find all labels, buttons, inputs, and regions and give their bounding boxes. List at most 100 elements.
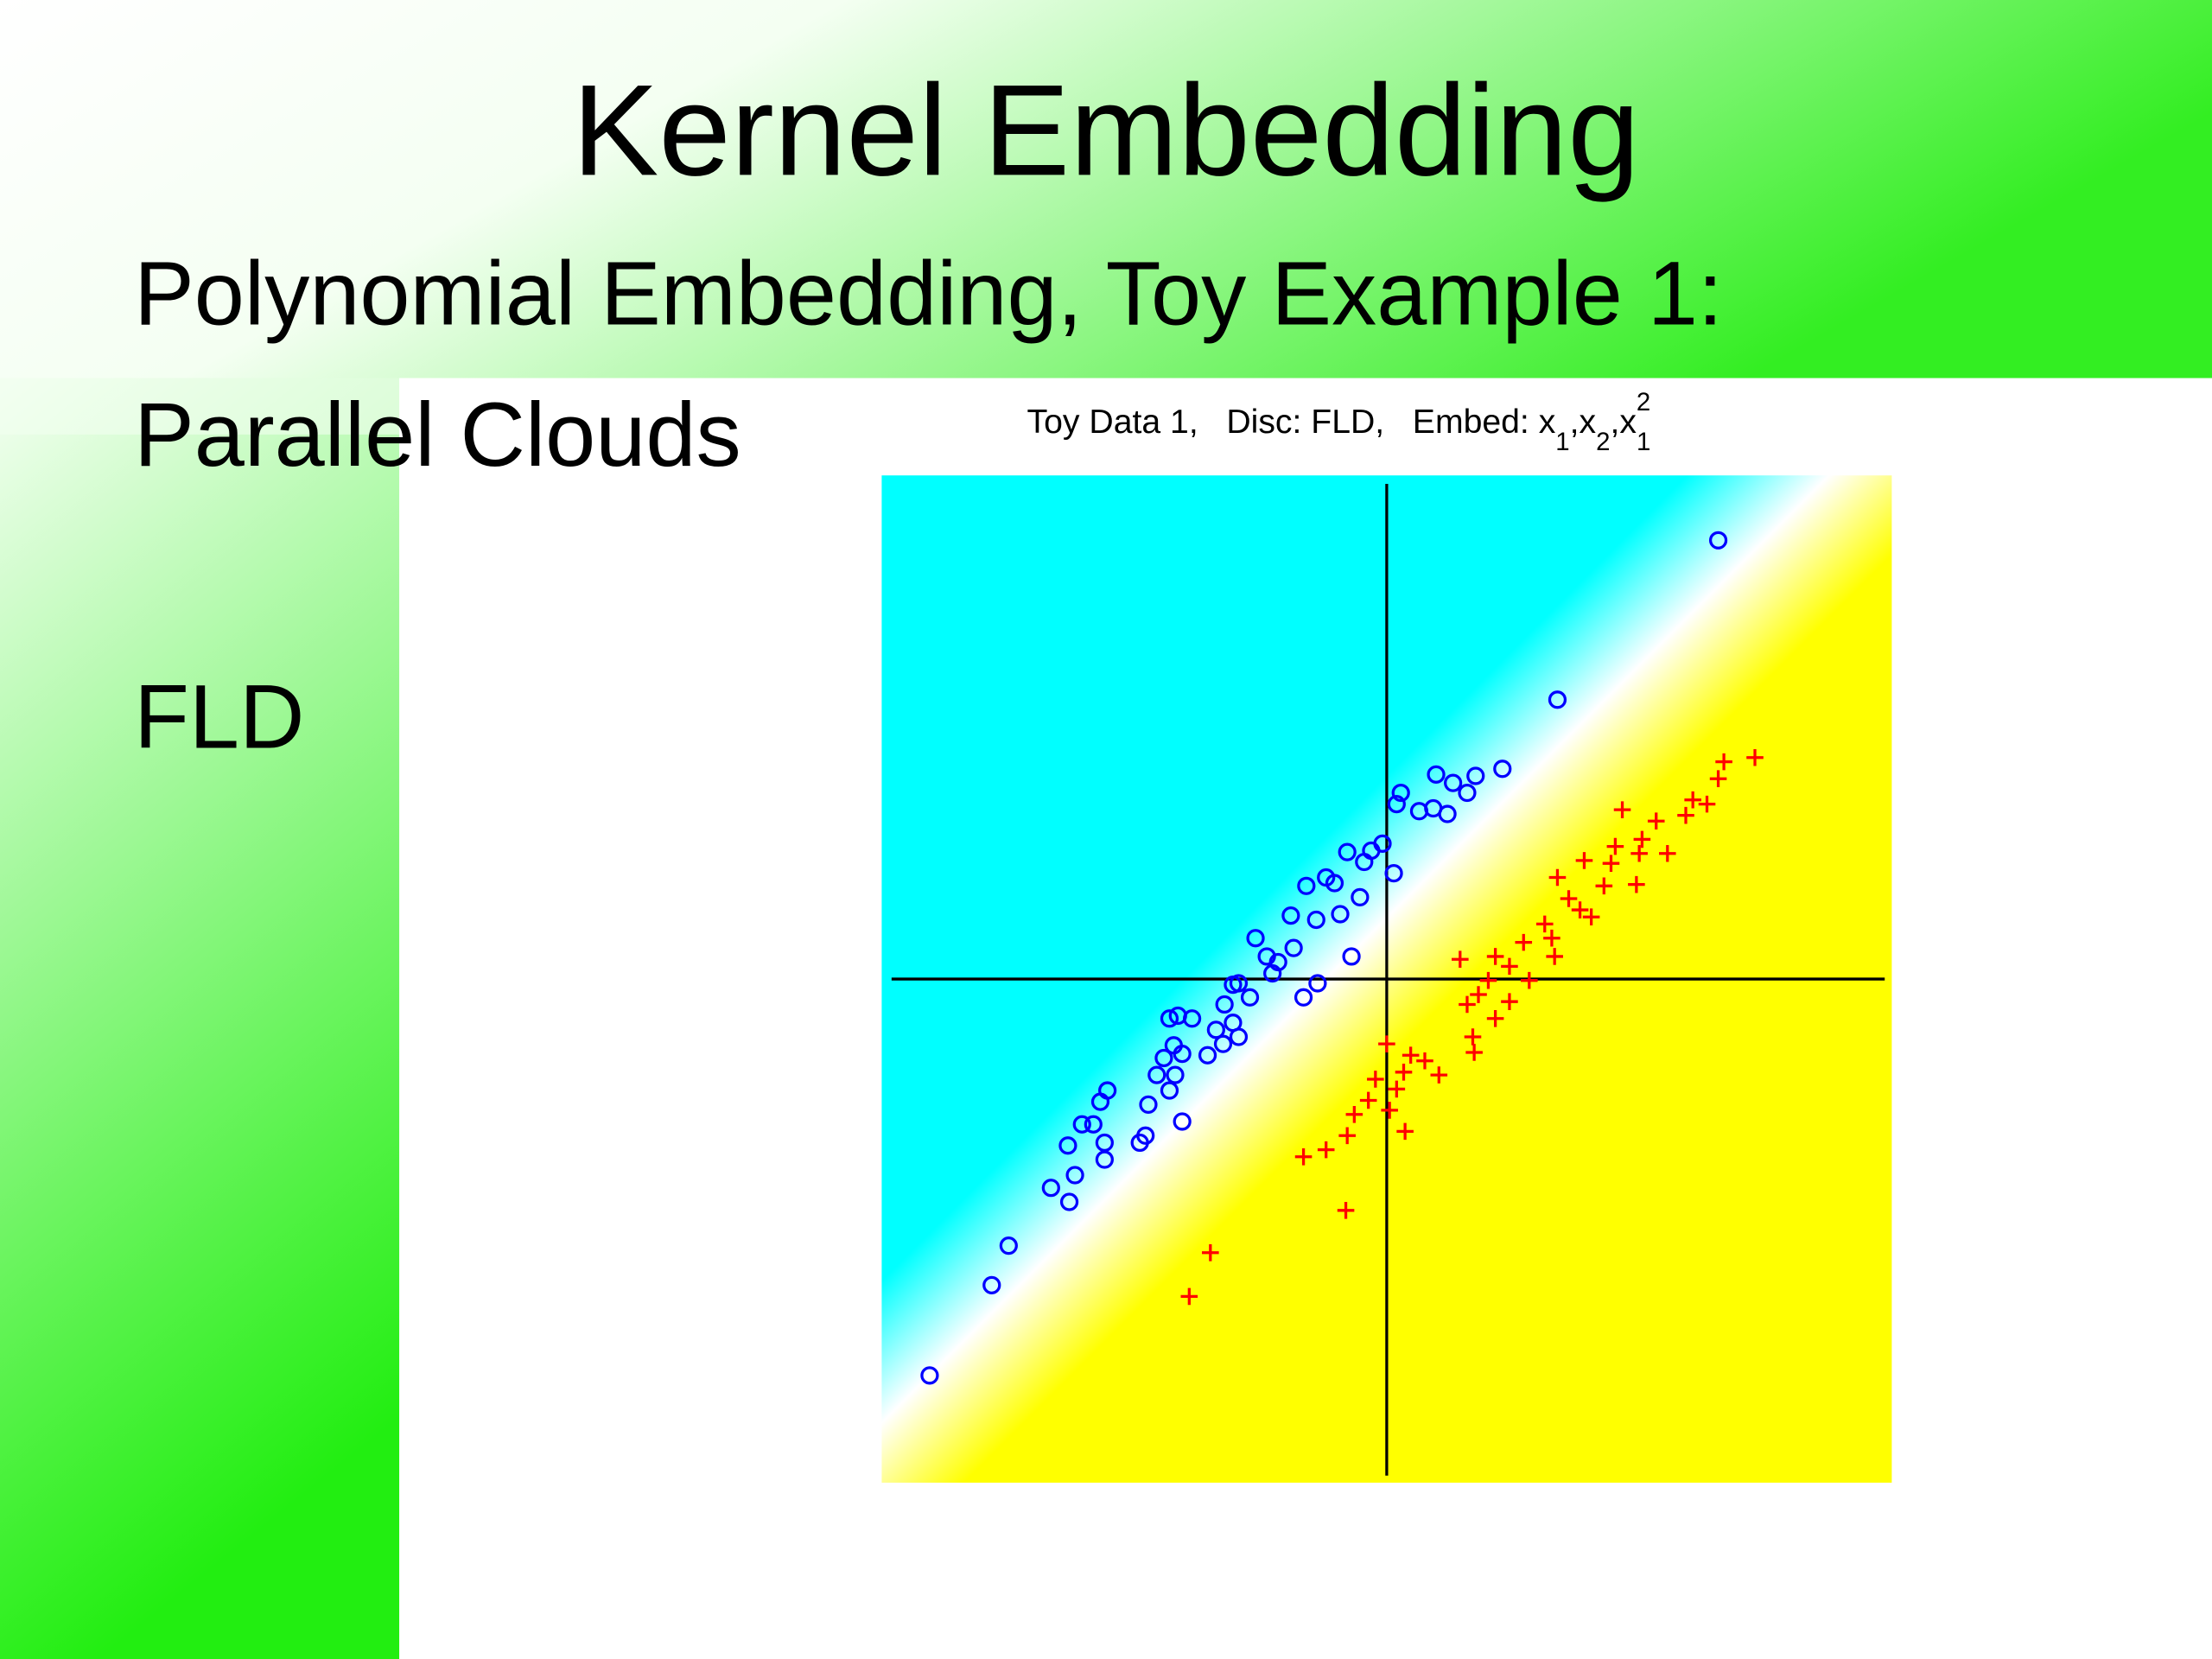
circle-marker <box>920 1366 939 1385</box>
circle-marker <box>1059 1192 1079 1211</box>
plus-marker <box>1317 1141 1335 1159</box>
circle-marker <box>1297 876 1316 895</box>
plus-marker <box>1709 770 1727 788</box>
circle-marker <box>1090 1092 1110 1111</box>
plus-marker <box>1180 1287 1198 1306</box>
plus-marker <box>1479 971 1497 989</box>
plus-marker <box>1486 948 1504 965</box>
plus-marker <box>1378 1035 1395 1052</box>
circle-marker <box>1548 690 1567 709</box>
plus-marker <box>1501 957 1518 976</box>
plus-marker <box>1521 971 1538 989</box>
circle-marker <box>1308 974 1327 993</box>
plus-marker <box>1684 791 1701 809</box>
plus-marker <box>1294 1147 1313 1166</box>
plus-marker <box>1595 877 1613 895</box>
title-part: ,x <box>1610 404 1637 441</box>
circle-marker <box>1147 1065 1166 1084</box>
plus-marker <box>1606 837 1624 855</box>
circle-marker <box>1166 1065 1185 1084</box>
circle-marker <box>1160 1009 1179 1028</box>
circle-marker <box>1331 905 1350 924</box>
slide-line: FLD <box>134 666 304 767</box>
circle-marker <box>1182 1009 1202 1028</box>
circle-marker <box>1342 947 1361 966</box>
plus-marker <box>1367 1071 1384 1088</box>
left-band <box>0 378 400 1659</box>
plus-marker <box>1560 890 1578 907</box>
circle-marker <box>1444 773 1463 792</box>
circle-marker <box>1355 852 1374 872</box>
plus-marker <box>1633 830 1651 849</box>
plus-marker <box>1659 844 1676 862</box>
plus-marker <box>1396 1122 1414 1141</box>
plus-marker <box>1546 948 1563 965</box>
plus-marker <box>1381 1102 1398 1119</box>
circle-marker <box>1215 995 1234 1014</box>
plus-marker <box>1345 1106 1363 1123</box>
plus-marker <box>1470 986 1487 1003</box>
circle-marker <box>1213 1034 1233 1053</box>
chart-title: Toy Data 1, Disc: FLD, Embed: x1,x2,x2 1 <box>1027 388 1651 456</box>
plus-marker <box>1459 995 1476 1014</box>
circle-marker <box>1139 1095 1158 1114</box>
circle-marker <box>1708 531 1728 550</box>
plus-marker <box>1338 1127 1356 1145</box>
slide-line: Polynomial Embedding, Toy Example 1: <box>134 244 1723 345</box>
circle-marker <box>1065 1166 1084 1185</box>
title-part: ,x <box>1570 404 1597 441</box>
circle-marker <box>1173 1112 1192 1131</box>
circle-marker <box>1427 765 1446 784</box>
plus-marker <box>1416 1052 1433 1070</box>
circle-marker <box>1263 963 1282 983</box>
circle-marker <box>1458 783 1477 803</box>
plus-marker <box>1359 1091 1377 1109</box>
circle-marker <box>1281 906 1300 925</box>
plus-marker <box>1548 868 1567 887</box>
circle-marker <box>1466 766 1485 785</box>
plus-marker <box>1677 806 1694 824</box>
circle-marker <box>982 1275 1001 1294</box>
plus-marker <box>1486 1009 1504 1027</box>
circle-marker <box>1095 1150 1114 1169</box>
circle-marker <box>1084 1115 1103 1134</box>
plus-marker <box>1613 801 1631 818</box>
plus-marker <box>1582 908 1600 926</box>
circle-marker <box>1246 929 1265 948</box>
plus-marker <box>1202 1244 1219 1262</box>
plus-marker <box>1535 915 1554 933</box>
plus-marker <box>1628 875 1645 893</box>
circle-marker <box>1206 1020 1225 1039</box>
plus-marker <box>1430 1066 1448 1084</box>
plus-marker <box>1501 993 1518 1010</box>
plot <box>891 484 1885 1476</box>
plus-marker <box>1746 748 1764 766</box>
circle-marker <box>1384 864 1403 883</box>
circle-marker <box>1160 1081 1179 1100</box>
circle-marker <box>1325 874 1344 893</box>
plus-marker <box>1647 812 1665 830</box>
circle-marker <box>1391 783 1410 803</box>
plus-marker <box>1571 901 1589 918</box>
circle-marker <box>1041 1179 1060 1198</box>
circle-marker <box>999 1236 1018 1255</box>
circle-marker <box>1229 1027 1249 1046</box>
title-sub: 2 <box>1596 428 1610 456</box>
circle-marker <box>1294 988 1313 1007</box>
circle-marker <box>1424 798 1443 818</box>
circle-marker <box>1130 1133 1149 1153</box>
plus-marker <box>1395 1064 1413 1081</box>
plus-marker <box>1602 855 1620 872</box>
plus-marker <box>1337 1202 1355 1219</box>
top-band <box>0 0 2212 378</box>
plus-marker <box>1715 753 1732 771</box>
circle-marker <box>1493 760 1512 779</box>
circle-marker <box>1284 938 1303 957</box>
circle-marker <box>1338 842 1357 861</box>
circle-marker <box>1058 1136 1077 1155</box>
circle-marker <box>1351 887 1370 906</box>
title-sub: 1 <box>1555 428 1569 456</box>
plus-marker <box>1464 1028 1482 1046</box>
